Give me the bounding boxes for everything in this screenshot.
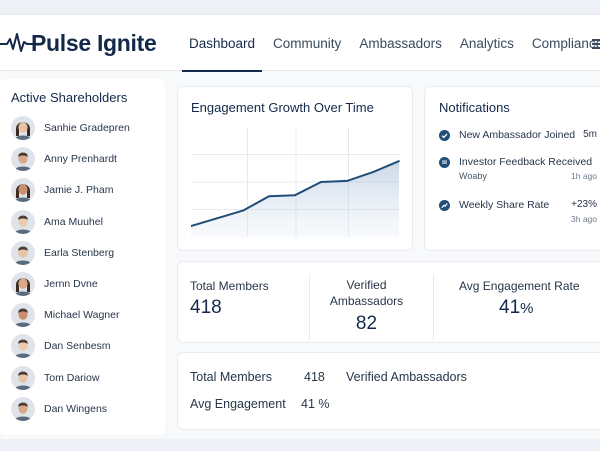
nav-tab-ambassadors[interactable]: Ambassadors [359,36,442,51]
notification-time: 1h ago [571,171,597,181]
shareholder-name: Anny Prenhardt [44,153,117,166]
app-window: Pulse Ignite Dashboard Community Ambassa… [0,14,600,439]
summary-avg-value: 41 % [301,397,330,411]
summary-avg-label: Avg Engagement [190,397,286,411]
hamburger-menu-icon[interactable] [592,39,600,49]
summary-card: Total Members 418 Verified Ambassadors A… [177,352,600,430]
stat-value-avg-rate: 41% [499,297,533,319]
notification-text: New Ambassador Joined [459,129,576,141]
shareholder-name: Sanhie Gradepren [44,122,130,134]
summary-total-members-label: Total Members [190,370,272,384]
notifications-title: Notifications [439,100,510,115]
notification-time: 3h ago [571,214,597,224]
notification-time: 5m [583,129,597,140]
stat-value-verified: 82 [355,313,378,334]
avatar [11,209,35,234]
shareholder-row[interactable]: Michael Wagner [11,302,119,328]
shareholder-row[interactable]: Dan Senbesm [11,333,111,359]
pulse-logo-icon [0,33,34,52]
shareholder-row[interactable]: Ama Muuhel [11,209,103,235]
shareholder-name: Jamie J. Pham [44,184,114,197]
shareholder-row[interactable]: Jernn Dvne [11,271,98,297]
shareholder-name: Tom Dariow [44,371,100,384]
avg-rate-number: 41 [499,297,521,318]
shareholder-row[interactable]: Jamie J. Pham [11,177,113,203]
divider [433,274,434,340]
stat-value-total-members: 418 [190,297,222,318]
shareholder-name: Ama Muuhel [44,215,103,228]
avatar [11,303,35,328]
shareholders-panel: Active Shareholders Sanhie Gradepren Anny… [0,79,165,435]
trend-up-icon [439,200,450,211]
chart-point [320,181,322,183]
chart-point [216,217,218,220]
summary-total-members-value: 418 [304,370,325,384]
notification-item[interactable]: Weekly Share Rate +23% 3h ago [439,199,600,228]
notification-text: Weekly Share Rate [459,199,550,211]
chart-point [372,171,374,173]
shareholder-row[interactable]: Tom Dariow [11,365,99,391]
avatar [11,396,35,421]
stat-label-verified-line1: Verified [346,278,387,292]
engagement-chart-card: Engagement Growth Over Time [177,86,413,251]
check-circle-icon [439,130,450,141]
engagement-chart [191,127,401,237]
nav-tab-dashboard[interactable]: Dashboard [180,15,264,72]
chart-point [268,195,270,198]
nav-tab-community[interactable]: Community [273,36,342,51]
shareholders-title: Active Shareholders [11,90,128,105]
chart-point [346,180,348,182]
divider [309,274,310,340]
stat-label-avg-rate: Avg Engagement Rate [459,279,580,293]
shareholder-row[interactable]: Anny Prenhardt [11,146,117,172]
shareholder-name: Dan Senbesm [44,340,111,353]
chart-point [242,209,244,212]
shareholder-name: Jernn Dvne [44,278,98,290]
shareholder-row[interactable]: Earla Stenberg [11,240,114,266]
chart-area-fill [191,161,399,237]
notification-value: +23% [571,199,597,210]
top-navigation-bar: Pulse Ignite Dashboard Community Ambassa… [0,15,600,72]
avatar [11,116,35,140]
brand-logo[interactable]: Pulse Ignite [0,29,157,57]
nav-tab-analytics[interactable]: Analytics [459,36,514,51]
main-nav: Dashboard Community Ambassadors Analytic… [180,15,600,72]
chart-point [191,225,192,227]
message-icon [439,157,450,168]
chart-title: Engagement Growth Over Time [191,100,374,115]
notification-text: Investor Feedback Received [459,156,593,168]
notifications-card: Notifications New Ambassador Joined 5m I… [424,86,600,251]
avatar [11,334,35,359]
avg-rate-unit: % [520,300,534,317]
notification-subtext: Woaby [459,171,487,181]
chart-point [398,160,400,162]
shareholder-name: Michael Wagner [44,309,120,322]
stat-label-total-members: Total Members [190,279,269,293]
avatar [11,272,35,296]
notification-item[interactable]: Investor Feedback Received Woaby 1h ago [439,156,600,185]
nav-tab-compliance[interactable]: Compliance [531,36,600,51]
summary-verified-label: Verified Ambassadors [346,370,467,384]
avatar [11,240,35,265]
shareholder-row[interactable]: Sanhie Gradepren [11,115,130,141]
stats-card: Total Members 418 Verified Ambassadors 8… [177,261,600,343]
shareholder-name: Dan Wingens [44,402,108,415]
avatar [11,365,35,390]
notification-item[interactable]: New Ambassador Joined 5m [439,129,600,144]
brand-name: Pulse Ignite [31,29,157,56]
stat-label-verified-line2: Ambassadors [329,294,404,308]
avatar [11,147,35,172]
shareholder-row[interactable]: Dan Wingens [11,396,107,422]
chart-point [294,194,296,197]
shareholder-name: Earla Stenberg [44,246,115,259]
avatar [11,178,35,203]
